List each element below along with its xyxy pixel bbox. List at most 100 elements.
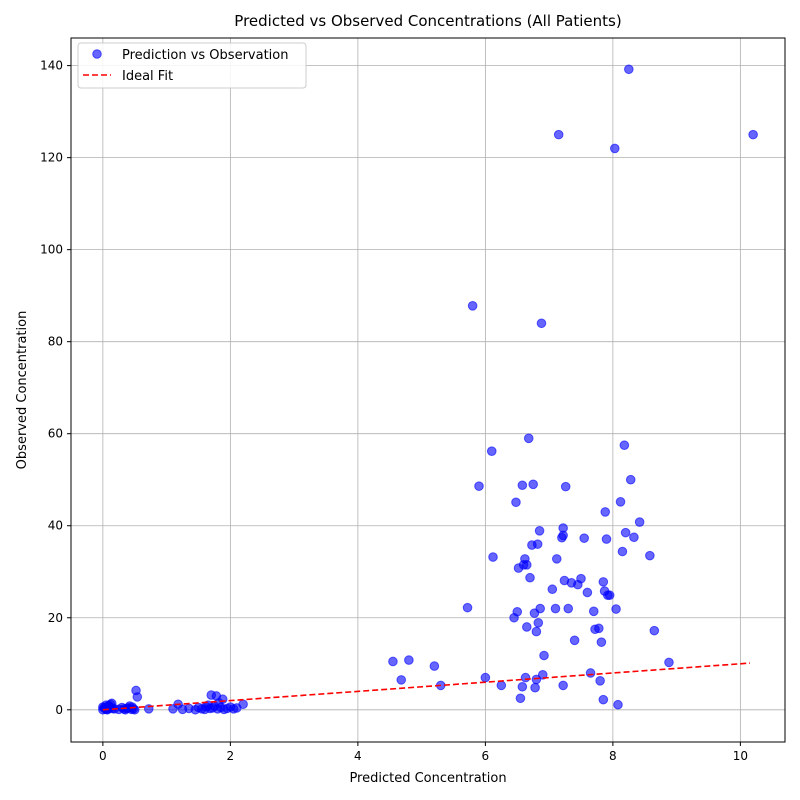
x-tick-label: 2 <box>227 749 235 763</box>
y-axis-label: Observed Concentration <box>15 311 30 470</box>
x-tick-label: 10 <box>733 749 748 763</box>
y-tick-label: 120 <box>40 151 63 165</box>
data-point <box>525 572 535 583</box>
data-point <box>601 534 612 544</box>
data-point <box>522 622 532 632</box>
data-point <box>429 661 440 671</box>
data-point <box>588 606 599 617</box>
data-point <box>496 680 507 691</box>
data-point <box>238 699 248 710</box>
data-point <box>600 507 611 517</box>
x-axis-label: Predicted Concentration <box>349 771 506 786</box>
data-point <box>620 527 631 538</box>
data-point <box>625 474 636 485</box>
data-point <box>488 552 498 562</box>
data-point <box>214 698 224 708</box>
chart-title: Predicted vs Observed Concentrations (Al… <box>234 12 621 30</box>
data-point <box>523 433 534 444</box>
data-point <box>551 554 562 564</box>
data-point <box>748 129 758 140</box>
y-tick-label: 0 <box>55 703 63 717</box>
data-point <box>585 668 596 678</box>
data-point <box>486 446 497 456</box>
data-point <box>517 480 528 491</box>
data-point <box>664 657 674 668</box>
data-point <box>520 672 531 683</box>
data-point <box>480 672 491 683</box>
ideal-fit-line <box>102 662 750 711</box>
data-point <box>615 497 626 507</box>
data-point <box>515 693 526 704</box>
y-tick-label: 40 <box>48 519 63 533</box>
data-point <box>645 550 655 561</box>
x-tick-label: 8 <box>609 749 617 763</box>
data-point <box>613 699 623 710</box>
legend-label-ideal-fit: Ideal Fit <box>122 69 173 84</box>
data-point <box>467 300 478 311</box>
data-point <box>624 64 634 75</box>
data-point <box>388 656 398 667</box>
data-point <box>558 530 568 541</box>
data-point <box>534 526 545 536</box>
legend-label-prediction: Prediction vs Observation <box>122 48 288 63</box>
y-tick-label: 80 <box>48 335 63 349</box>
data-point <box>404 655 414 665</box>
data-point <box>547 584 558 595</box>
data-point <box>611 604 621 614</box>
x-tick-label: 0 <box>99 749 107 763</box>
data-point <box>569 635 580 646</box>
data-point <box>596 637 607 647</box>
data-point <box>598 577 609 587</box>
data-point <box>537 670 548 680</box>
data-point <box>560 481 571 492</box>
data-point <box>649 625 660 636</box>
data-point <box>530 682 540 693</box>
legend-box <box>77 42 307 89</box>
data-point <box>531 626 542 637</box>
data-point <box>511 497 521 508</box>
y-tick-label: 20 <box>48 611 63 625</box>
y-tick-label: 60 <box>48 427 63 441</box>
data-point <box>617 546 628 557</box>
data-point <box>535 603 546 614</box>
data-point <box>598 694 609 705</box>
legend-marker-scatter <box>92 49 102 59</box>
data-point <box>396 675 407 685</box>
data-point <box>553 129 564 140</box>
data-point <box>539 650 549 661</box>
data-point <box>522 560 532 570</box>
data-point <box>629 532 639 543</box>
data-point <box>527 540 537 550</box>
plot-area <box>98 64 758 715</box>
y-tick-label: 140 <box>40 59 63 73</box>
data-point <box>512 606 523 617</box>
x-tick-label: 6 <box>482 749 490 763</box>
data-point <box>609 143 620 154</box>
data-point <box>582 587 593 598</box>
data-point <box>619 440 630 451</box>
data-point <box>462 602 473 613</box>
x-tick-label: 4 <box>354 749 362 763</box>
data-point <box>528 479 538 490</box>
data-point <box>604 590 615 601</box>
data-point <box>550 603 561 614</box>
data-point <box>474 481 484 491</box>
data-point <box>536 318 547 329</box>
data-point <box>132 692 143 702</box>
axes-frame <box>70 37 786 743</box>
data-point <box>531 674 542 685</box>
data-point <box>563 603 574 614</box>
data-point <box>205 703 215 714</box>
grid <box>71 38 785 742</box>
data-point <box>594 623 604 634</box>
data-point <box>576 573 586 584</box>
data-point <box>533 618 544 628</box>
data-point <box>595 676 605 686</box>
legend: Prediction vs Observation Ideal Fit <box>77 42 307 89</box>
data-point <box>634 517 645 527</box>
data-point <box>579 533 589 543</box>
